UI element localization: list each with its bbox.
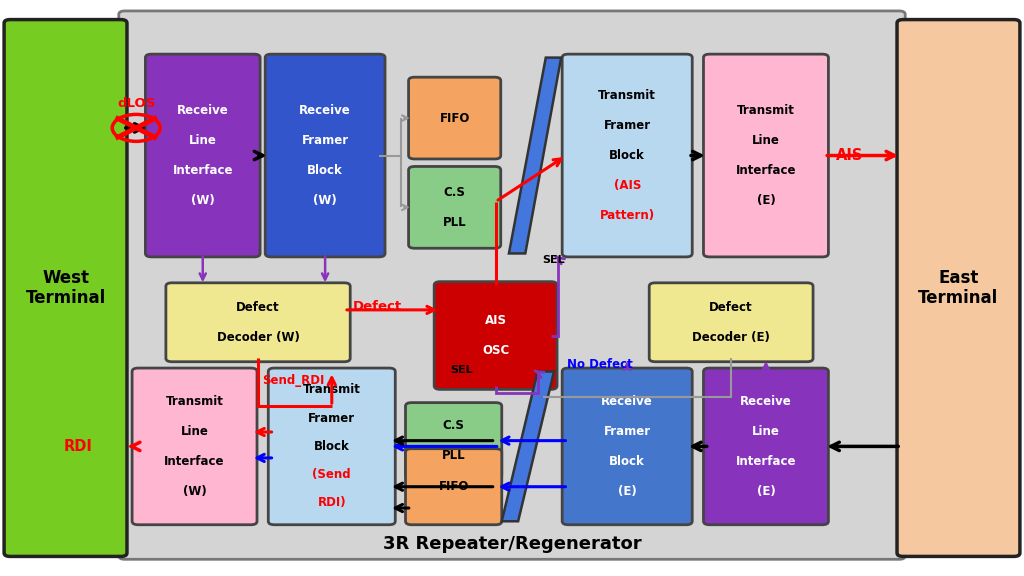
Text: Line: Line — [188, 134, 217, 147]
Text: OSC: OSC — [482, 344, 509, 357]
Text: Block: Block — [609, 455, 645, 468]
Text: Interface: Interface — [172, 164, 233, 177]
Text: Line: Line — [752, 134, 780, 147]
Text: Receive: Receive — [177, 104, 228, 117]
FancyBboxPatch shape — [649, 283, 813, 362]
Text: PLL: PLL — [442, 216, 467, 229]
Text: SEL: SEL — [451, 365, 473, 375]
Text: Defect: Defect — [352, 300, 401, 313]
Text: PLL: PLL — [441, 449, 466, 462]
Text: (W): (W) — [313, 194, 337, 207]
Polygon shape — [509, 58, 561, 253]
Text: Pattern): Pattern) — [600, 209, 654, 222]
Text: Transmit: Transmit — [598, 89, 656, 102]
FancyBboxPatch shape — [265, 54, 385, 257]
Text: Interface: Interface — [735, 455, 797, 468]
Text: No Defect: No Defect — [567, 358, 633, 370]
FancyBboxPatch shape — [145, 54, 260, 257]
Text: Framer: Framer — [603, 119, 651, 132]
Text: Decoder (E): Decoder (E) — [692, 331, 770, 344]
Text: (Send: (Send — [312, 468, 351, 481]
FancyBboxPatch shape — [166, 283, 350, 362]
Text: Framer: Framer — [301, 134, 349, 147]
Text: Receive: Receive — [601, 395, 653, 408]
FancyBboxPatch shape — [703, 368, 828, 525]
Text: Defect: Defect — [237, 301, 280, 314]
Text: Interface: Interface — [735, 164, 797, 177]
Text: (W): (W) — [190, 194, 215, 207]
Text: dLOS: dLOS — [117, 97, 156, 110]
Text: East
Terminal: East Terminal — [919, 268, 998, 308]
FancyBboxPatch shape — [406, 403, 502, 479]
Text: RDI: RDI — [63, 439, 92, 454]
FancyBboxPatch shape — [703, 54, 828, 257]
Text: C.S: C.S — [443, 186, 466, 199]
Text: Transmit: Transmit — [303, 384, 360, 396]
FancyBboxPatch shape — [897, 20, 1020, 556]
Text: Receive: Receive — [740, 395, 792, 408]
Text: FIFO: FIFO — [438, 480, 469, 493]
Text: AIS: AIS — [836, 148, 863, 163]
Text: Transmit: Transmit — [737, 104, 795, 117]
Text: Framer: Framer — [308, 412, 355, 425]
Text: Transmit: Transmit — [166, 395, 223, 408]
Text: (E): (E) — [617, 485, 637, 498]
FancyBboxPatch shape — [406, 449, 502, 525]
Text: Line: Line — [180, 425, 209, 438]
Text: (AIS: (AIS — [613, 179, 641, 192]
Text: FIFO: FIFO — [439, 112, 470, 124]
Text: (W): (W) — [182, 485, 207, 498]
Text: SEL: SEL — [543, 255, 565, 266]
Text: Send_RDI: Send_RDI — [262, 374, 325, 386]
Polygon shape — [502, 372, 554, 521]
Text: (E): (E) — [757, 194, 775, 207]
Text: Block: Block — [314, 440, 349, 453]
Text: 3R Repeater/Regenerator: 3R Repeater/Regenerator — [383, 535, 641, 554]
Text: Framer: Framer — [603, 425, 651, 438]
Text: RDI): RDI) — [317, 497, 346, 509]
Text: Decoder (W): Decoder (W) — [217, 331, 299, 344]
FancyBboxPatch shape — [562, 54, 692, 257]
Text: Block: Block — [609, 149, 645, 162]
FancyBboxPatch shape — [268, 368, 395, 525]
Text: Line: Line — [752, 425, 780, 438]
Text: Block: Block — [307, 164, 343, 177]
Text: Interface: Interface — [164, 455, 225, 468]
Text: West
Terminal: West Terminal — [26, 268, 105, 308]
FancyBboxPatch shape — [434, 282, 557, 389]
Text: C.S: C.S — [442, 419, 465, 432]
Text: AIS: AIS — [484, 314, 507, 327]
Text: Receive: Receive — [299, 104, 351, 117]
Text: Defect: Defect — [710, 301, 753, 314]
FancyBboxPatch shape — [119, 11, 905, 559]
Text: (E): (E) — [757, 485, 775, 498]
FancyBboxPatch shape — [132, 368, 257, 525]
FancyBboxPatch shape — [409, 166, 501, 248]
FancyBboxPatch shape — [4, 20, 127, 556]
FancyBboxPatch shape — [409, 77, 501, 159]
FancyBboxPatch shape — [562, 368, 692, 525]
